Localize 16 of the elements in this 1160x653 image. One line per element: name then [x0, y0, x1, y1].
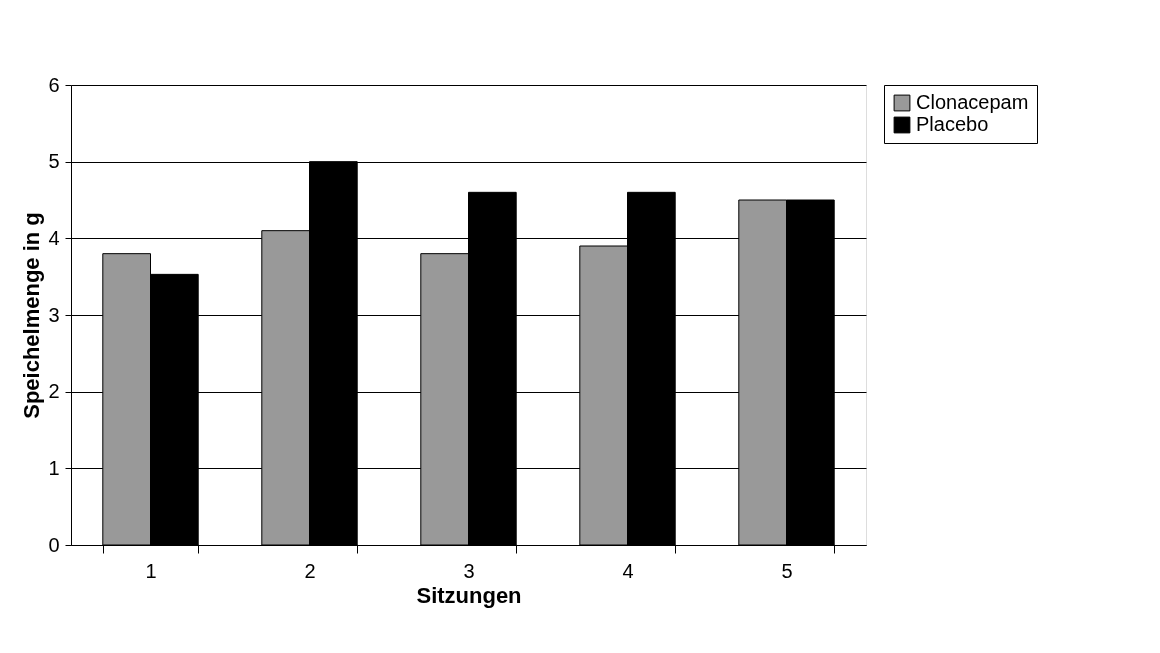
- x-tick-label: 1: [145, 559, 157, 582]
- y-tick-label: 1: [48, 456, 60, 479]
- x-tick-label: 5: [781, 559, 793, 582]
- y-tick-label: 6: [48, 73, 60, 96]
- x-tick-label: 2: [304, 559, 316, 582]
- y-tick-label: 5: [48, 150, 60, 173]
- y-tick-label: 3: [48, 303, 60, 326]
- x-axis-title: Sitzungen: [416, 582, 522, 608]
- y-tick-label: 2: [48, 380, 60, 403]
- legend-label: Clonacepam: [916, 91, 1029, 113]
- y-tick-label: 0: [48, 533, 60, 556]
- x-tick-label: 4: [622, 559, 634, 582]
- x-tick-label: 3: [463, 559, 475, 582]
- legend-label: Placebo: [916, 113, 989, 135]
- y-tick-label: 4: [48, 226, 60, 249]
- y-axis-title: Speichelmenge in g: [19, 212, 45, 419]
